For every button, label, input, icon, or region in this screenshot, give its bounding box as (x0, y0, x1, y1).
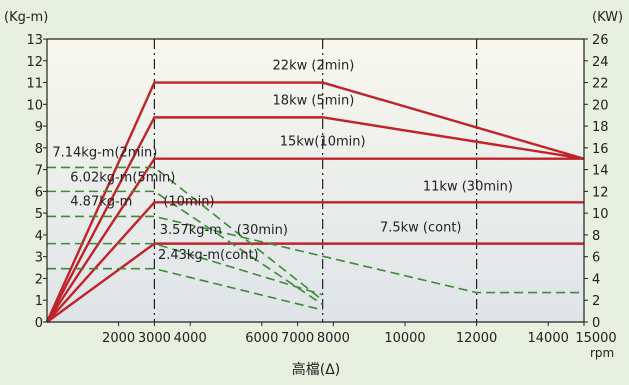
power-series-line-4 (46, 242, 584, 323)
torque-series-label: 4.87kg-m (70, 195, 132, 210)
y-right-tick-label: 2 (592, 294, 600, 309)
y-left-tick-label: 13 (26, 33, 43, 48)
y-right-tick-label: 4 (592, 272, 600, 287)
y-right-tick-label: 22 (592, 77, 609, 92)
torque-series-line-0 (47, 166, 324, 301)
y-left-tick-label: 12 (26, 55, 43, 70)
x-tick-label: 14000 (528, 331, 569, 346)
y-left-tick-label: 7 (35, 164, 43, 179)
plot-area (47, 39, 584, 322)
y-left-tick-label: 1 (35, 294, 43, 309)
torque-series-label: 7.14kg-m(2min) (52, 146, 157, 161)
torque-series-label: 2.43kg-m(cont) (158, 248, 259, 263)
x-axis-unit: rpm (590, 346, 614, 360)
x-tick-label: 2000 (102, 331, 135, 346)
y-axis-right-title: (KW) (592, 10, 623, 25)
y-right-tick-label: 20 (592, 98, 609, 113)
y-left-tick-label: 0 (35, 316, 43, 331)
power-series-line-1 (45, 116, 585, 323)
power-series-label: 7.5kw (cont) (380, 221, 462, 236)
x-tick-label: 8000 (317, 331, 350, 346)
y-right-tick-label: 14 (592, 164, 609, 179)
x-tick-label: 15000 (575, 331, 616, 346)
torque-series-label: 6.02kg-m(5min) (70, 171, 175, 186)
torque-series-line-4 (47, 267, 323, 311)
x-tick-label: 3000 (138, 331, 171, 346)
y-left-tick-label: 9 (35, 120, 43, 135)
torque-series-label: (10min) (163, 195, 214, 210)
torque-series-line-3 (47, 242, 323, 296)
y-left-tick-label: 3 (35, 251, 43, 266)
y-right-tick-label: 24 (592, 55, 609, 70)
power-series-label: 22kw (2min) (273, 58, 355, 73)
x-tick-label: 10000 (384, 331, 425, 346)
y-left-tick-label: 8 (35, 142, 43, 157)
y-right-tick-label: 16 (592, 142, 609, 157)
y-left-tick-label: 10 (26, 98, 43, 113)
power-series-label: 18kw (5min) (273, 93, 355, 108)
torque-series-label: 3.57kg-m (160, 223, 222, 238)
power-series-label: 15kw(10min) (280, 135, 366, 150)
y-left-tick-label: 5 (35, 207, 43, 222)
y-right-tick-label: 18 (592, 120, 609, 135)
y-right-tick-label: 6 (592, 251, 600, 266)
x-tick-label: 7000 (281, 331, 314, 346)
y-right-tick-label: 8 (592, 229, 600, 244)
x-tick-label: 4000 (174, 331, 207, 346)
y-right-tick-label: 26 (592, 33, 609, 48)
torque-series-line-1 (47, 190, 324, 306)
x-axis-title: 高檔(Δ) (292, 361, 341, 378)
power-series-line-3 (46, 201, 584, 323)
y-right-tick-label: 0 (592, 316, 600, 331)
y-right-tick-label: 12 (592, 185, 609, 200)
x-tick-label: 12000 (456, 331, 497, 346)
y-left-tick-label: 6 (35, 185, 43, 200)
power-series-line-0 (45, 81, 585, 323)
y-left-tick-label: 4 (35, 229, 43, 244)
torque-series-line-2 (47, 215, 584, 294)
torque-series-label: (30min) (237, 223, 288, 238)
y-left-tick-label: 11 (26, 77, 43, 92)
power-series-line-2 (45, 157, 584, 323)
y-axis-left-title: (Kg-m) (4, 10, 48, 25)
y-left-tick-label: 2 (35, 272, 43, 287)
x-tick-label: 6000 (245, 331, 278, 346)
y-right-tick-label: 10 (592, 207, 609, 222)
power-series-label: 11kw (30min) (423, 179, 513, 194)
